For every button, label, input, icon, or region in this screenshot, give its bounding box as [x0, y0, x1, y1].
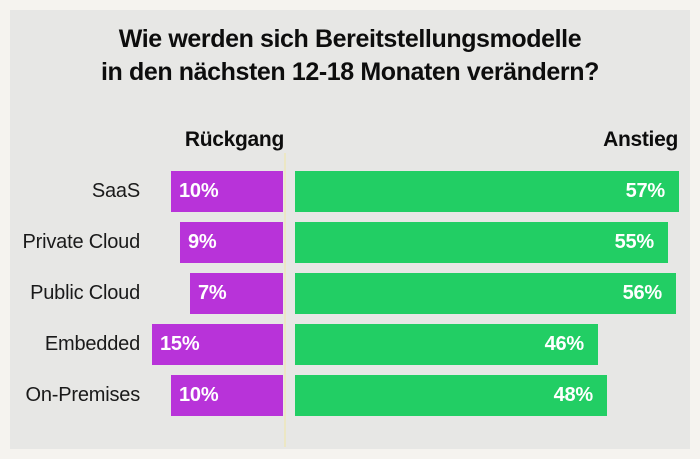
increase-value-label: 56% — [622, 282, 663, 304]
category-label: Embedded — [44, 333, 140, 355]
category-label: Private Cloud — [22, 231, 141, 253]
decline-bar: 15% — [152, 324, 283, 365]
category-label: Public Cloud — [30, 282, 140, 304]
column-headers: Rückgang Anstieg — [10, 128, 690, 152]
increase-bar: 55% — [295, 222, 668, 263]
chart-row-saas: SaaS 10% 57% — [10, 171, 690, 212]
increase-bar: 46% — [295, 324, 598, 365]
header-increase: Anstieg — [603, 128, 678, 151]
decline-bar: 9% — [180, 222, 283, 263]
decline-value-label: 15% — [160, 333, 200, 355]
header-decline: Rückgang — [184, 128, 284, 151]
zero-axis-line — [284, 153, 286, 447]
bar-chart: SaaS 10% 57% Private Cloud 9% 55% Public… — [10, 171, 690, 426]
decline-value-label: 10% — [179, 180, 219, 202]
increase-bar: 57% — [295, 171, 679, 212]
decline-value-label: 9% — [188, 231, 217, 253]
decline-bar: 10% — [171, 171, 283, 212]
increase-value-label: 55% — [614, 231, 655, 253]
chart-row-public-cloud: Public Cloud 7% 56% — [10, 273, 690, 314]
chart-panel: Wie werden sich Bereitstellungsmodelle i… — [10, 10, 690, 449]
page-title-line2: in den nächsten 12-18 Monaten verändern? — [100, 58, 599, 86]
decline-bar: 7% — [190, 273, 283, 314]
category-label: On-Premises — [25, 384, 141, 406]
increase-value-label: 48% — [553, 384, 594, 406]
chart-row-embedded: Embedded 15% 46% — [10, 324, 690, 365]
decline-bar: 10% — [171, 375, 283, 416]
increase-bar: 48% — [295, 375, 607, 416]
decline-value-label: 10% — [179, 384, 219, 406]
decline-value-label: 7% — [198, 282, 227, 304]
increase-bar: 56% — [295, 273, 676, 314]
increase-value-label: 46% — [544, 333, 585, 355]
increase-value-label: 57% — [625, 180, 666, 202]
chart-row-private-cloud: Private Cloud 9% 55% — [10, 222, 690, 263]
page-title-line1: Wie werden sich Bereitstellungsmodelle — [118, 25, 582, 53]
category-label: SaaS — [91, 180, 140, 202]
chart-row-on-premises: On-Premises 10% 48% — [10, 375, 690, 416]
page-title: Wie werden sich Bereitstellungsmodelle i… — [10, 23, 690, 89]
